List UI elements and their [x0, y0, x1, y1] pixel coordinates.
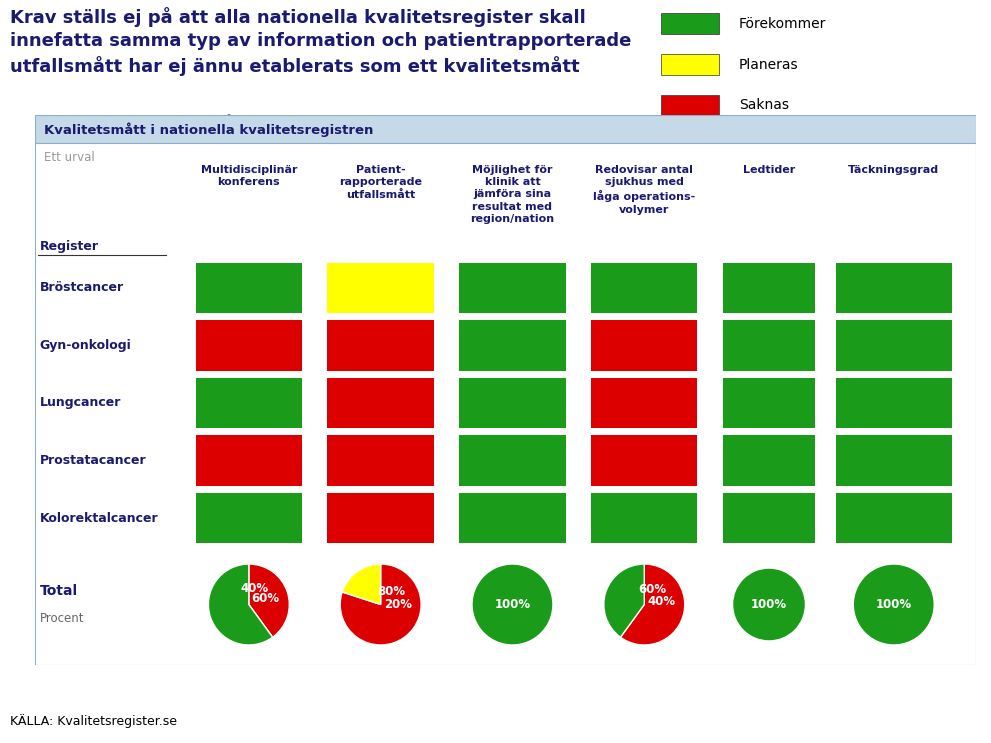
Wedge shape — [604, 564, 644, 637]
Text: 60%: 60% — [639, 583, 667, 597]
FancyBboxPatch shape — [459, 493, 566, 543]
Text: KÄLLA: Kvalitetsregister.se: KÄLLA: Kvalitetsregister.se — [10, 714, 177, 727]
Wedge shape — [208, 564, 273, 645]
Text: Kolorektalcancer: Kolorektalcancer — [40, 511, 158, 525]
FancyBboxPatch shape — [459, 377, 566, 429]
Text: Planeras: Planeras — [739, 57, 799, 71]
FancyBboxPatch shape — [835, 435, 951, 486]
FancyBboxPatch shape — [835, 320, 951, 371]
FancyBboxPatch shape — [195, 435, 302, 486]
Text: Total: Total — [40, 584, 77, 598]
FancyBboxPatch shape — [591, 435, 698, 486]
Text: Ett urval: Ett urval — [45, 151, 95, 164]
Text: Ledtider: Ledtider — [743, 165, 795, 175]
FancyBboxPatch shape — [459, 435, 566, 486]
Text: 100%: 100% — [751, 598, 787, 611]
FancyBboxPatch shape — [591, 377, 698, 429]
Wedge shape — [472, 564, 553, 645]
FancyBboxPatch shape — [661, 13, 719, 34]
FancyBboxPatch shape — [835, 493, 951, 543]
FancyBboxPatch shape — [661, 94, 719, 116]
Text: Prostatacancer: Prostatacancer — [40, 454, 146, 467]
FancyBboxPatch shape — [327, 320, 434, 371]
FancyBboxPatch shape — [722, 262, 816, 314]
FancyBboxPatch shape — [591, 320, 698, 371]
FancyBboxPatch shape — [195, 262, 302, 314]
FancyBboxPatch shape — [195, 320, 302, 371]
Text: Krav ställs ej på att alla nationella kvalitetsregister skall
innefatta samma ty: Krav ställs ej på att alla nationella kv… — [10, 7, 631, 76]
FancyBboxPatch shape — [327, 435, 434, 486]
Wedge shape — [342, 564, 381, 605]
FancyBboxPatch shape — [195, 377, 302, 429]
Wedge shape — [340, 564, 421, 645]
Text: Lungcancer: Lungcancer — [40, 397, 121, 409]
Text: 60%: 60% — [251, 592, 278, 606]
FancyBboxPatch shape — [722, 320, 816, 371]
FancyBboxPatch shape — [661, 53, 719, 75]
FancyBboxPatch shape — [35, 115, 976, 143]
FancyBboxPatch shape — [195, 493, 302, 543]
FancyBboxPatch shape — [459, 320, 566, 371]
Text: Register: Register — [40, 240, 98, 253]
Text: Möjlighet för
klinik att
jämföra sina
resultat med
region/nation: Möjlighet för klinik att jämföra sina re… — [471, 165, 555, 224]
FancyBboxPatch shape — [835, 377, 951, 429]
Text: Patient-
rapporterade
utfallsmått: Patient- rapporterade utfallsmått — [339, 165, 422, 200]
Text: Bröstcancer: Bröstcancer — [40, 282, 124, 294]
Text: Procent: Procent — [40, 611, 84, 625]
Text: 100%: 100% — [876, 598, 912, 611]
Text: Som angivet mätvärde i 2011 års ansökan: Som angivet mätvärde i 2011 års ansökan — [35, 114, 301, 128]
Text: Multidisciplinär
konferens: Multidisciplinär konferens — [200, 165, 297, 187]
Text: 40%: 40% — [647, 595, 675, 608]
FancyBboxPatch shape — [35, 143, 976, 665]
Text: Täckningsgrad: Täckningsgrad — [848, 165, 939, 175]
Text: Kvalitetsmått i nationella kvalitetsregistren: Kvalitetsmått i nationella kvalitetsregi… — [45, 122, 374, 137]
FancyBboxPatch shape — [327, 262, 434, 314]
FancyBboxPatch shape — [591, 262, 698, 314]
Text: 100%: 100% — [495, 598, 530, 611]
FancyBboxPatch shape — [722, 493, 816, 543]
Text: Gyn-onkologi: Gyn-onkologi — [40, 339, 131, 352]
Text: Förekommer: Förekommer — [739, 16, 826, 30]
FancyBboxPatch shape — [327, 493, 434, 543]
Text: Saknas: Saknas — [739, 99, 789, 112]
Text: 80%: 80% — [378, 585, 405, 598]
FancyBboxPatch shape — [591, 493, 698, 543]
FancyBboxPatch shape — [835, 262, 951, 314]
FancyBboxPatch shape — [459, 262, 566, 314]
FancyBboxPatch shape — [722, 377, 816, 429]
Wedge shape — [732, 568, 806, 641]
Text: 20%: 20% — [384, 598, 411, 611]
FancyBboxPatch shape — [327, 377, 434, 429]
Wedge shape — [249, 564, 289, 637]
Text: 40%: 40% — [241, 582, 269, 595]
Wedge shape — [853, 564, 935, 645]
Wedge shape — [620, 564, 685, 645]
Text: Redovisar antal
sjukhus med
låga operations-
volymer: Redovisar antal sjukhus med låga operati… — [594, 165, 696, 215]
FancyBboxPatch shape — [722, 435, 816, 486]
